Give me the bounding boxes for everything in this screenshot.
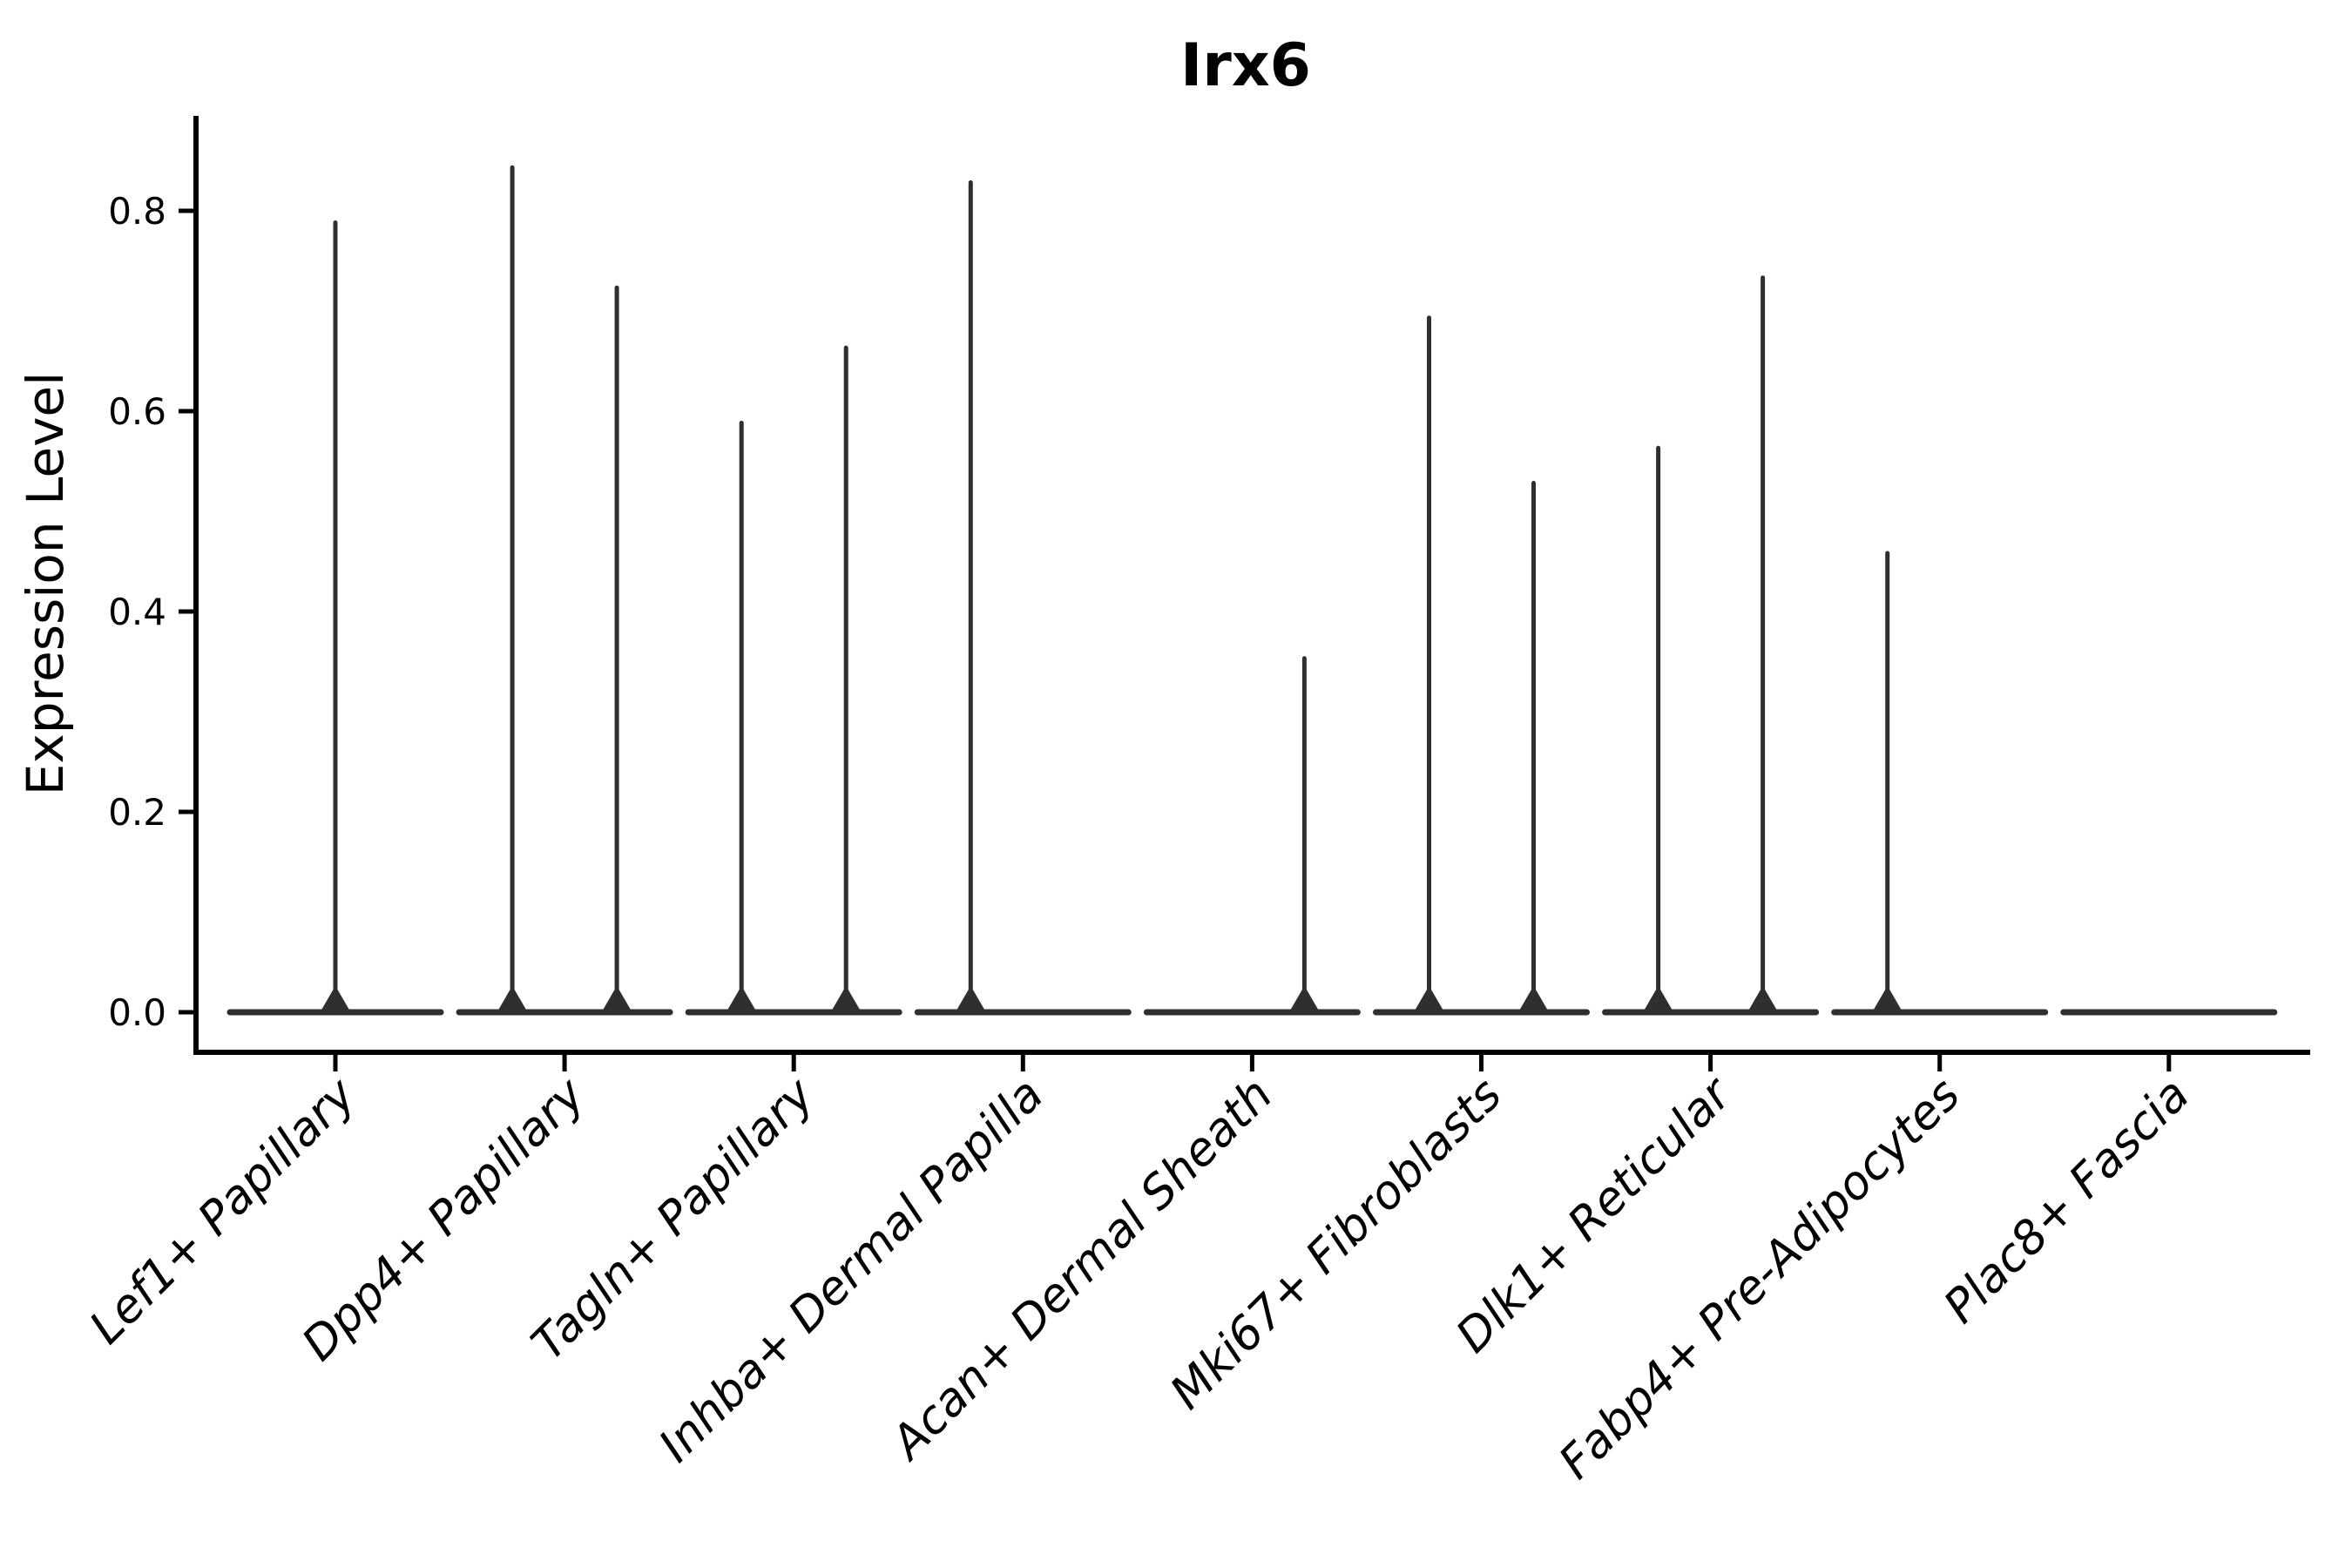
violin-6 <box>1373 315 1590 1016</box>
y-tick-label: 0.8 <box>108 190 166 233</box>
violin-5 <box>1143 656 1361 1016</box>
y-tick-label: 0.6 <box>108 390 166 433</box>
y-tick-label: 0.4 <box>108 591 166 633</box>
x-tick-label: Fabp4+ Pre-Adipocytes <box>1549 1068 1970 1490</box>
y-axis-label: Expression Level <box>16 372 75 795</box>
violin-3 <box>685 345 902 1016</box>
violins <box>226 165 2278 1016</box>
violin-2 <box>456 165 673 1016</box>
violin-8 <box>1831 551 2049 1016</box>
violin-7 <box>1602 275 1820 1016</box>
x-tick-label: Inhba+ Dermal Papilla <box>649 1068 1053 1472</box>
y-tick-label: 0.0 <box>108 991 166 1034</box>
y-axis-ticks: 0.0 0.2 0.4 0.6 0.8 <box>108 190 196 1034</box>
chart-title: Irx6 <box>1180 31 1311 100</box>
x-tick-label: Plac8+ Fascia <box>1934 1068 2200 1334</box>
violin-1 <box>226 220 444 1016</box>
violin-4 <box>914 180 1132 1016</box>
x-tick-label: Acan+ Dermal Sheath <box>880 1068 1283 1471</box>
y-tick-label: 0.2 <box>108 791 166 834</box>
